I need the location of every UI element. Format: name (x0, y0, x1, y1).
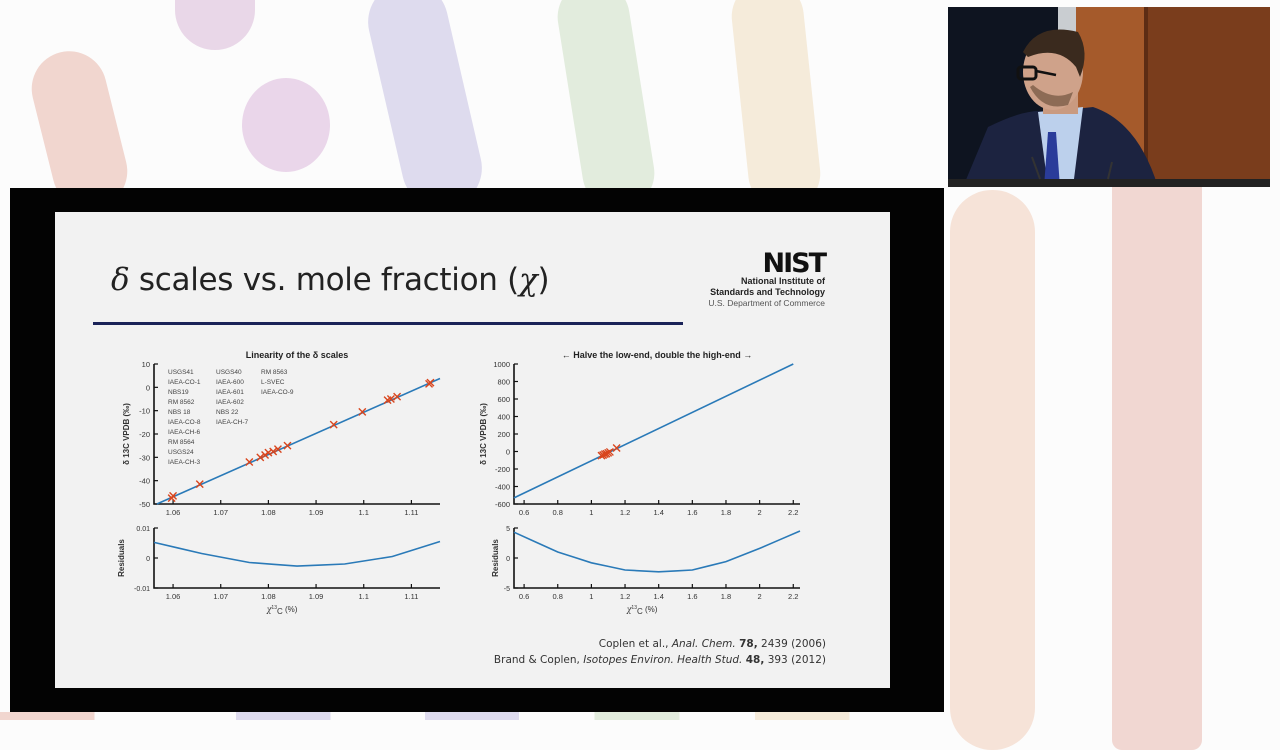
bg-shape-yellow (728, 0, 824, 214)
speaker-video-image (948, 7, 1270, 187)
bg-shape-pink-top (175, 0, 255, 50)
title-delta-symbol: δ (111, 262, 130, 298)
nist-logo-line2: Standards and Technology (710, 287, 825, 297)
slide-title: δ scales vs. mole fraction (χ) (111, 262, 550, 298)
title-underline (93, 322, 683, 325)
citations: Coplen et al., Anal. Chem. 78, 2439 (200… (494, 636, 826, 668)
citation-2: Brand & Coplen, Isotopes Environ. Health… (493, 654, 826, 666)
speaker-video-feed (948, 7, 1270, 187)
bg-shape-bottom-strip (0, 712, 944, 720)
title-suffix: ) (537, 262, 550, 298)
presentation-slide: δ scales vs. mole fraction (χ) NIST Nati… (55, 212, 890, 688)
nist-logo: NIST National Institute of Standards and… (675, 248, 827, 309)
citation-1: Coplen et al., Anal. Chem. 78, 2439 (200… (598, 638, 826, 650)
bg-shape-pink-oval (242, 78, 330, 172)
bg-shape-lavender (360, 0, 490, 217)
nist-logo-line1: National Institute of (741, 276, 825, 286)
title-chi-symbol: χ (518, 262, 538, 298)
title-text: scales vs. mole fraction ( (129, 262, 519, 298)
bg-shape-peach-right (950, 190, 1035, 750)
nist-logo-line3: U.S. Department of Commerce (708, 298, 825, 308)
nist-logo-mark: NIST (762, 248, 827, 279)
bg-shape-rose-right (1112, 150, 1202, 750)
bg-shape-green (552, 0, 660, 215)
